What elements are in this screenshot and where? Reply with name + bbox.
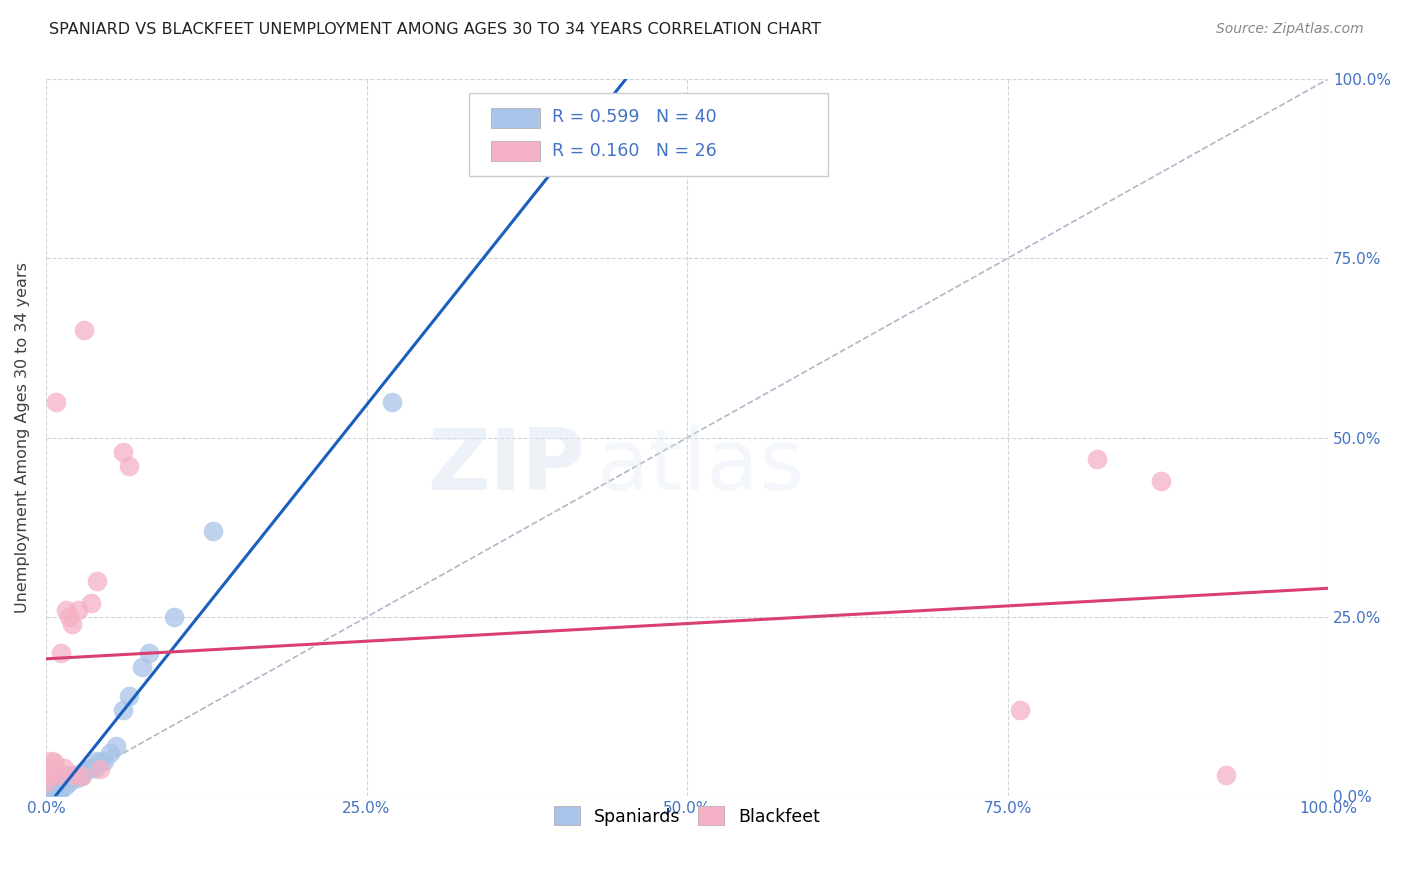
Point	[1150, 474, 1173, 488]
Point	[105, 739, 128, 754]
Point	[131, 660, 153, 674]
Point	[38, 788, 60, 802]
Point	[41, 786, 63, 800]
Point	[48, 768, 70, 782]
Point	[58, 775, 80, 789]
Point	[45, 782, 67, 797]
Text: atlas: atlas	[598, 425, 806, 508]
Point	[1010, 703, 1032, 717]
Point	[52, 775, 75, 789]
Point	[48, 786, 70, 800]
Point	[53, 779, 76, 793]
Point	[63, 768, 86, 782]
FancyBboxPatch shape	[491, 142, 540, 161]
Point	[42, 755, 65, 769]
Point	[70, 769, 93, 783]
Point	[55, 603, 77, 617]
Point	[66, 603, 89, 617]
Point	[93, 754, 115, 768]
Point	[52, 761, 75, 775]
Point	[51, 780, 73, 795]
Point	[73, 323, 96, 337]
Point	[60, 769, 83, 783]
Point	[86, 574, 108, 589]
Point	[55, 768, 77, 782]
Point	[98, 747, 121, 761]
Point	[111, 703, 134, 717]
Point	[42, 786, 65, 800]
Point	[69, 769, 91, 783]
Point	[83, 761, 105, 775]
Point	[201, 524, 224, 538]
Point	[163, 610, 186, 624]
FancyBboxPatch shape	[491, 108, 540, 128]
Point	[1215, 768, 1237, 782]
Point	[66, 772, 89, 786]
Y-axis label: Unemployment Among Ages 30 to 34 years: Unemployment Among Ages 30 to 34 years	[15, 262, 30, 613]
Point	[89, 755, 111, 769]
Text: ZIP: ZIP	[427, 425, 585, 508]
Point	[35, 775, 58, 789]
Point	[41, 782, 63, 797]
Point	[44, 784, 66, 798]
Point	[111, 445, 134, 459]
Point	[51, 646, 73, 660]
Point	[80, 596, 103, 610]
Point	[39, 787, 62, 801]
Point	[35, 789, 58, 804]
Point	[76, 762, 98, 776]
Text: Source: ZipAtlas.com: Source: ZipAtlas.com	[1216, 22, 1364, 37]
Point	[138, 646, 160, 660]
Text: SPANIARD VS BLACKFEET UNEMPLOYMENT AMONG AGES 30 TO 34 YEARS CORRELATION CHART: SPANIARD VS BLACKFEET UNEMPLOYMENT AMONG…	[49, 22, 821, 37]
Point	[73, 764, 96, 779]
Legend: Spaniards, Blackfeet: Spaniards, Blackfeet	[546, 797, 828, 834]
Point	[60, 617, 83, 632]
Point	[45, 394, 67, 409]
Point	[1085, 452, 1108, 467]
Point	[46, 780, 69, 795]
Point	[80, 761, 103, 775]
FancyBboxPatch shape	[470, 94, 828, 176]
Point	[39, 754, 62, 768]
Point	[66, 768, 89, 782]
Point	[48, 779, 70, 793]
Point	[58, 610, 80, 624]
Point	[44, 761, 66, 775]
Point	[118, 689, 141, 703]
Point	[63, 768, 86, 782]
Point	[56, 772, 79, 786]
Point	[38, 789, 60, 804]
Point	[38, 768, 60, 782]
Point	[118, 459, 141, 474]
Point	[381, 394, 404, 409]
Point	[86, 754, 108, 768]
Point	[89, 762, 111, 776]
Point	[49, 782, 72, 797]
Text: R = 0.599   N = 40: R = 0.599 N = 40	[553, 108, 717, 126]
Text: R = 0.160   N = 26: R = 0.160 N = 26	[553, 142, 717, 160]
Point	[38, 768, 60, 782]
